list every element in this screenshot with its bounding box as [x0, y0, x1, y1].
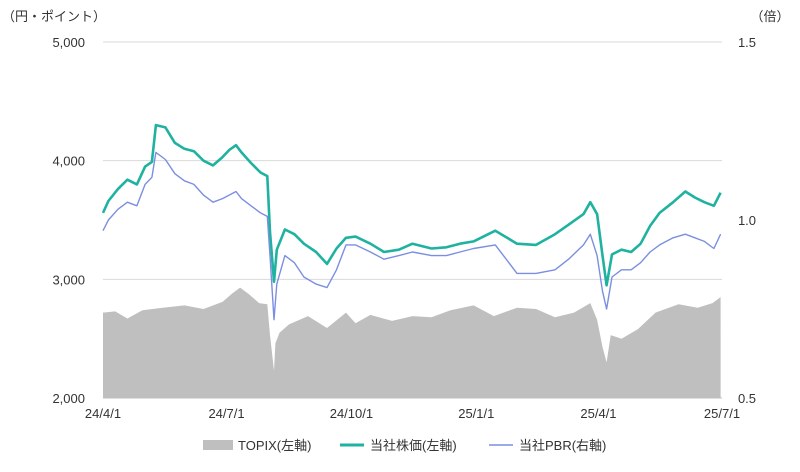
- x-tick-label: 24/4/1: [85, 406, 121, 421]
- left-axis-tick-labels: 2,000 3,000 4,000 5,000: [52, 35, 85, 406]
- left-tick-label: 3,000: [52, 272, 85, 287]
- left-axis-unit-label: （円・ポイント）: [2, 9, 106, 24]
- right-axis-tick-labels: 0.5 1.0 1.5: [738, 35, 756, 406]
- line-series-layer: [101, 123, 722, 321]
- x-tick-label: 25/7/1: [704, 406, 740, 421]
- right-tick-label: 1.5: [738, 35, 756, 50]
- right-tick-label: 1.0: [738, 213, 756, 228]
- legend-label: 当社株価(左軸): [370, 438, 457, 453]
- right-tick-label: 0.5: [738, 391, 756, 406]
- x-tick-label: 25/1/1: [458, 406, 494, 421]
- topix-area-layer: [103, 287, 721, 398]
- x-tick-label: 24/7/1: [208, 406, 244, 421]
- right-axis-unit-label: （倍）: [750, 9, 789, 24]
- topix-area-series: [103, 287, 721, 398]
- left-tick-label: 5,000: [52, 35, 85, 50]
- legend-label: TOPIX(左軸): [238, 438, 311, 453]
- x-tick-label: 24/10/1: [330, 406, 373, 421]
- x-tick-label: 25/4/1: [580, 406, 616, 421]
- legend: TOPIX(左軸) 当社株価(左軸) 当社PBR(右軸): [203, 438, 606, 453]
- legend-swatch-topix: [203, 440, 233, 450]
- left-tick-label: 2,000: [52, 391, 85, 406]
- pbr-line-series: [102, 151, 722, 321]
- stock-price-line-series: [101, 123, 722, 287]
- x-axis-tick-labels: 24/4/1 24/7/1 24/10/1 25/1/1 25/4/1 25/7/1: [85, 406, 740, 421]
- left-tick-label: 4,000: [52, 154, 85, 169]
- legend-label: 当社PBR(右軸): [519, 438, 606, 453]
